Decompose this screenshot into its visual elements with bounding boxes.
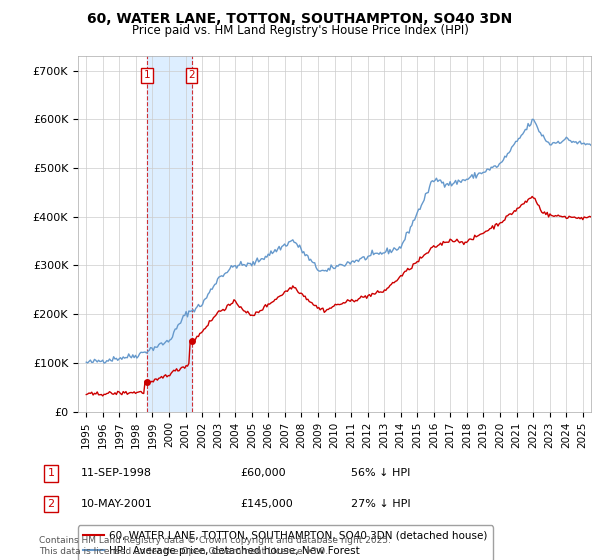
Text: 2: 2 [188,71,195,81]
Legend: 60, WATER LANE, TOTTON, SOUTHAMPTON, SO40 3DN (detached house), HPI: Average pri: 60, WATER LANE, TOTTON, SOUTHAMPTON, SO4… [78,525,493,560]
Point [187,337,196,346]
Text: 60, WATER LANE, TOTTON, SOUTHAMPTON, SO40 3DN: 60, WATER LANE, TOTTON, SOUTHAMPTON, SO4… [88,12,512,26]
Text: 56% ↓ HPI: 56% ↓ HPI [351,468,410,478]
Text: 2: 2 [47,499,55,509]
Text: £145,000: £145,000 [240,499,293,509]
Text: £60,000: £60,000 [240,468,286,478]
Text: Price paid vs. HM Land Registry's House Price Index (HPI): Price paid vs. HM Land Registry's House … [131,24,469,36]
Point [143,378,152,387]
Bar [148,56,191,412]
Text: 11-SEP-1998: 11-SEP-1998 [81,468,152,478]
Text: 1: 1 [47,468,55,478]
Text: 1: 1 [144,71,151,81]
Text: Contains HM Land Registry data © Crown copyright and database right 2025.
This d: Contains HM Land Registry data © Crown c… [39,536,391,556]
Text: 10-MAY-2001: 10-MAY-2001 [81,499,153,509]
Text: 27% ↓ HPI: 27% ↓ HPI [351,499,410,509]
